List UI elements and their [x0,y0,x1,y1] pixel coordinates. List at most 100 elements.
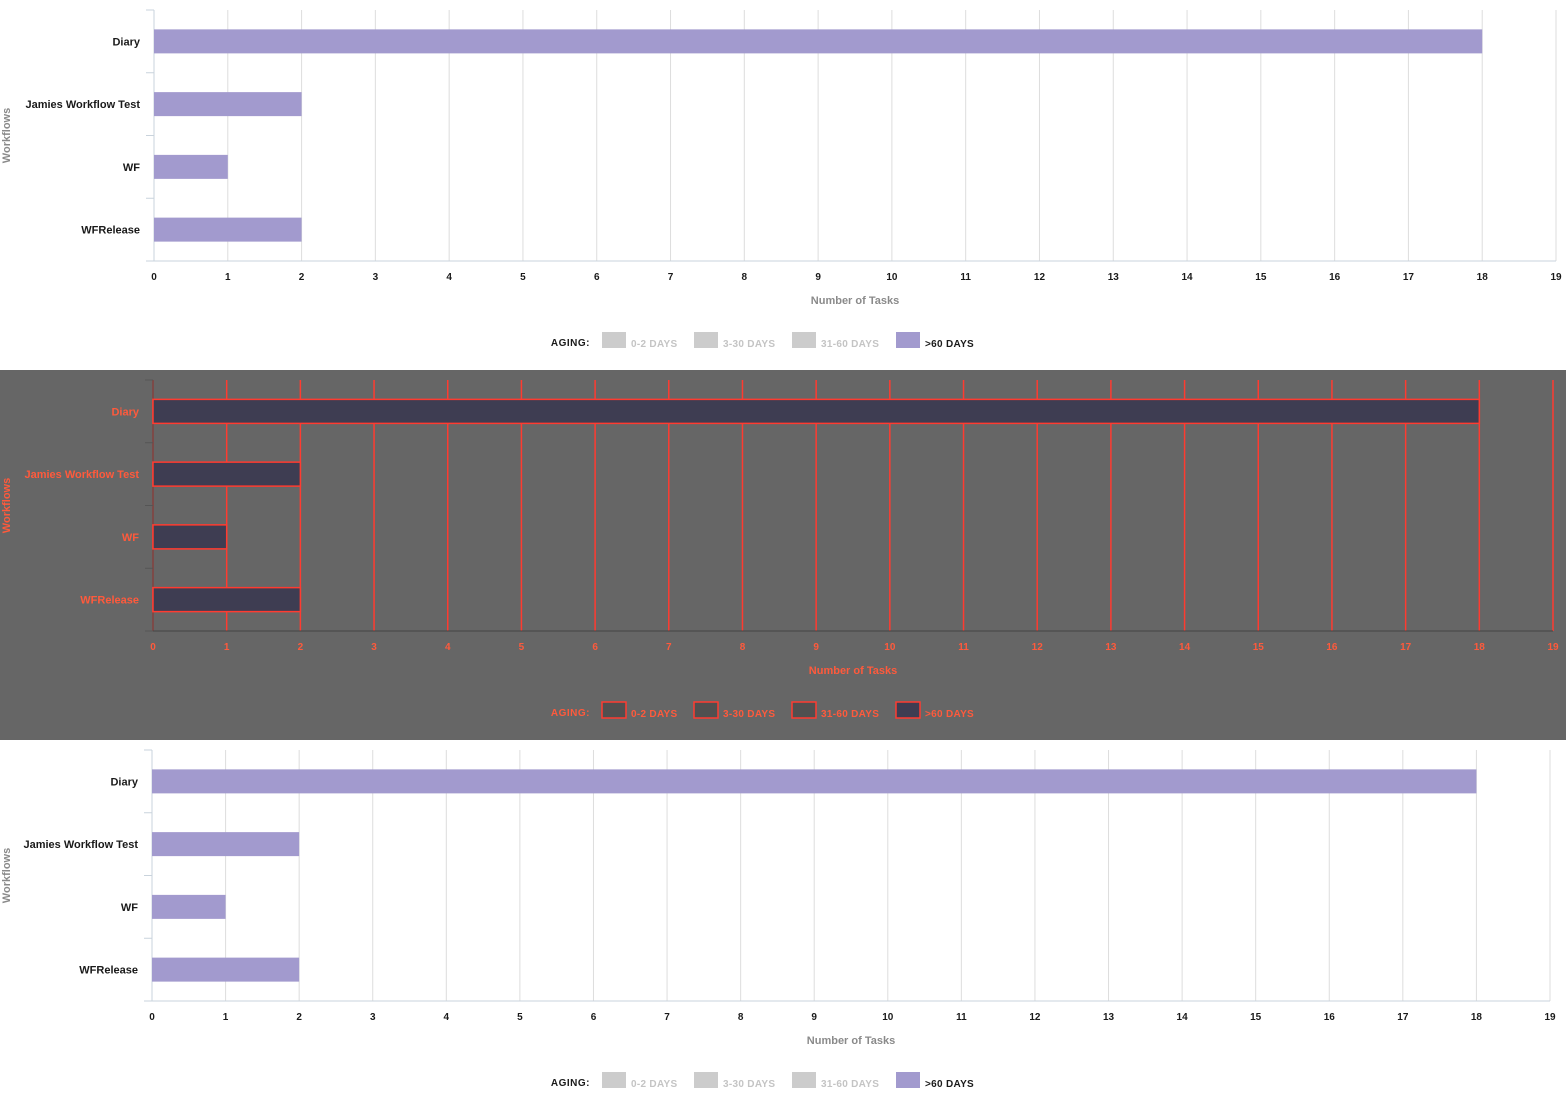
legend-item: 0-2 DAYS [601,701,678,720]
x-tick-label: 3 [373,272,379,283]
x-axis-title: Number of Tasks [807,1035,895,1047]
x-tick-label: 14 [1177,1012,1189,1023]
bar-diary [152,398,1481,425]
legend-label: 0-2 DAYS [631,709,678,720]
bar-diary [154,29,1483,54]
x-tick-label: 5 [520,272,526,283]
x-tick-label: 13 [1105,642,1117,653]
legend-item: >60 DAYS [895,701,974,720]
legend-label: 3-30 DAYS [723,709,775,720]
category-label: Diary [111,406,139,418]
x-tick-label: 3 [371,642,377,653]
x-tick-label: 6 [591,1012,597,1023]
x-tick-label: 17 [1397,1012,1409,1023]
x-tick-label: 19 [1544,1012,1556,1023]
bar-jamies-workflow-test [152,461,302,487]
bar-wf [152,524,228,550]
x-tick-label: 0 [149,1012,155,1023]
legend-title: AGING: [551,708,590,719]
x-tick-label: 1 [225,272,231,283]
x-tick-label: 6 [594,272,600,283]
x-tick-label: 3 [370,1012,376,1023]
x-tick-label: 12 [1032,642,1044,653]
legend-swatch [601,701,627,719]
legend-item: 3-30 DAYS [694,332,775,350]
x-tick-label: 18 [1474,642,1486,653]
category-label: Diary [112,36,140,48]
x-tick-label: 13 [1103,1012,1115,1023]
x-tick-label: 11 [958,642,969,653]
legend-label: 31-60 DAYS [821,1079,879,1090]
x-tick-label: 7 [666,642,672,653]
bar-wfrelease [152,586,302,613]
chart-panel-3: 0 1 2 3 4 5 6 7 8 9 10 11 12 13 14 15 16 17 18 19 Diary Jamie… [0,740,1566,1110]
x-tick-label: 16 [1329,272,1341,283]
legend-item: 3-30 DAYS [693,701,775,720]
bar-wfrelease [154,217,302,242]
x-tick-label: 10 [886,272,898,283]
legend-swatch [896,1072,920,1088]
legend-label: >60 DAYS [925,709,974,720]
x-tick-label: 15 [1253,642,1265,653]
x-tick-label: 9 [813,642,819,653]
legend-item: >60 DAYS [896,332,974,350]
y-axis-title: Workflows [1,848,13,903]
legend-item: 0-2 DAYS [602,332,678,350]
x-tick-label: 10 [884,642,896,653]
category-label: WF [121,902,138,914]
legend-title: AGING: [551,338,590,349]
bar-chart-3: 0 1 2 3 4 5 6 7 8 9 10 11 12 13 14 15 16 17 18 19DiaryJamie… [1,749,1556,1090]
legend-label: 0-2 DAYS [631,339,678,350]
x-tick-label: 14 [1181,272,1193,283]
category-label: Jamies Workflow Test [23,839,138,851]
x-tick-label: 2 [298,642,304,653]
x-tick-label: 12 [1029,1012,1041,1023]
category-label: WFRelease [81,225,140,237]
legend-item: 31-60 DAYS [792,1072,879,1090]
legend-title: AGING: [551,1078,590,1089]
legend-swatch [602,332,626,348]
legend-swatch [792,1072,816,1088]
x-tick-label: 6 [592,642,598,653]
legend-swatch [693,701,719,719]
bar-wf [154,154,228,179]
legend-label: 3-30 DAYS [723,1079,775,1090]
legend-swatch [602,1072,626,1088]
category-label: WF [122,532,139,544]
x-tick-label: 13 [1108,272,1120,283]
bar-jamies-workflow-test [152,832,300,857]
x-axis-title: Number of Tasks [809,665,897,677]
legend-label: 3-30 DAYS [723,339,775,350]
bar-chart-2: 0 1 2 3 4 5 6 7 8 9 10 11 12 13 14 15 16 17 18 19DiaryJamie… [1,379,1559,720]
category-label: Jamies Workflow Test [25,99,140,111]
bar-wfrelease [152,957,300,982]
x-tick-label: 16 [1324,1012,1336,1023]
x-tick-label: 8 [738,1012,744,1023]
legend-item: 3-30 DAYS [694,1072,775,1090]
legend-item: 0-2 DAYS [602,1072,677,1090]
legend-label: >60 DAYS [925,1079,974,1090]
x-tick-label: 2 [299,272,305,283]
y-axis-title: Workflows [1,108,13,163]
legend-item: >60 DAYS [896,1072,974,1090]
chart-panel-2: 0 1 2 3 4 5 6 7 8 9 10 11 12 13 14 15 16 17 18 19 Diary Jamie… [0,370,1566,740]
legend-swatch [694,332,718,348]
x-tick-label: 11 [960,272,971,283]
bar-chart-1: 0 1 2 3 4 5 6 7 8 9 10 11 12 13 14 15 16 17 18 19DiaryJamie… [1,9,1562,350]
x-tick-label: 10 [882,1012,894,1023]
legend-label: 31-60 DAYS [821,339,879,350]
category-label: Diary [110,776,138,788]
y-axis-title: Workflows [1,478,13,533]
x-tick-label: 15 [1250,1012,1262,1023]
legend-item: 31-60 DAYS [791,701,879,720]
category-label: WFRelease [79,965,138,977]
x-tick-label: 16 [1326,642,1338,653]
x-tick-label: 4 [444,1012,450,1023]
x-tick-label: 11 [956,1012,967,1023]
x-tick-label: 7 [668,272,674,283]
bar-wf [152,894,226,919]
x-tick-label: 9 [811,1012,817,1023]
x-tick-label: 2 [296,1012,302,1023]
legend-swatch [791,701,817,719]
x-tick-label: 7 [664,1012,670,1023]
